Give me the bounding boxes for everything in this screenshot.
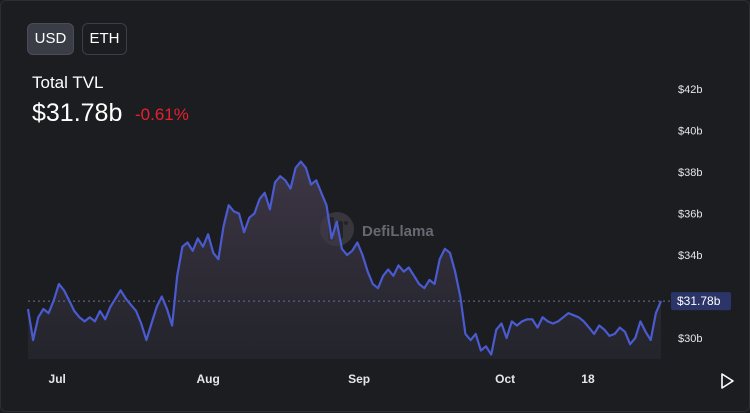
total-tvl-label: Total TVL: [32, 73, 104, 92]
usd-toggle-button[interactable]: USD: [27, 23, 74, 55]
y-tick-label: $42b: [678, 84, 702, 96]
y-tick-label: $38b: [678, 167, 702, 179]
tvl-series-line: [26, 160, 663, 356]
total-tvl-value: $31.78b: [32, 99, 123, 127]
current-value-badge: $31.78b: [671, 292, 731, 311]
play-icon[interactable]: [717, 371, 737, 391]
x-tick-label: Aug: [196, 372, 219, 386]
y-tick-label: $34b: [678, 250, 702, 262]
x-tick-label: 18: [581, 372, 595, 386]
x-tick-label: Sep: [348, 372, 370, 386]
x-tick-label: Oct: [495, 372, 515, 386]
x-tick-label: Jul: [49, 372, 66, 386]
tvl-area-fill: [28, 161, 661, 359]
y-tick-label: $40b: [678, 126, 702, 138]
y-tick-label: $36b: [678, 209, 702, 221]
y-tick-label: $30b: [678, 333, 702, 345]
tvl-change-percent: -0.61%: [135, 105, 189, 124]
current-value-label: $31.78b: [677, 294, 721, 308]
eth-toggle-button[interactable]: ETH: [82, 23, 127, 55]
watermark-text: DefiLlama: [362, 223, 434, 240]
